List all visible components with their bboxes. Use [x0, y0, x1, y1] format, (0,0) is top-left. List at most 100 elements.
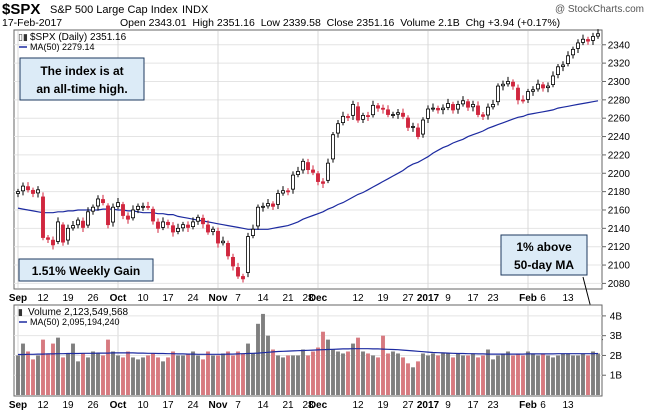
volume-bar: [41, 339, 45, 395]
price-x-label: 14: [257, 293, 269, 304]
volume-bar: [216, 355, 220, 395]
price-x-label: 6: [540, 293, 546, 304]
price-tick-label: 2300: [608, 77, 631, 88]
volume-bar: [176, 355, 180, 395]
volume-bar: [196, 355, 200, 395]
volume-bar: [166, 357, 170, 395]
candle-body: [176, 227, 180, 232]
volume-bar: [511, 355, 515, 395]
candle-body: [421, 119, 425, 135]
volume-bar: [66, 353, 70, 395]
volume-bar: [106, 339, 110, 395]
candle-body: [541, 84, 545, 89]
candle-body: [286, 190, 290, 193]
candle-body: [241, 276, 245, 280]
candle-body: [546, 85, 550, 89]
volume-bar: [396, 353, 400, 395]
volume-bar: [76, 361, 80, 395]
candle-body: [36, 189, 40, 194]
candle-body: [201, 217, 205, 225]
volume-bar: [21, 343, 25, 395]
ath-annotation-box: [19, 57, 145, 101]
volume-bar: [201, 359, 205, 395]
volume-bar: [351, 343, 355, 395]
exchange-label: INDX: [182, 4, 209, 16]
candle-body: [216, 230, 220, 244]
price-tick-label: 2240: [608, 132, 631, 143]
volume-x-label: 6: [540, 400, 546, 411]
volume-bar: [566, 353, 570, 395]
candle-body: [366, 115, 370, 117]
volume-bar: [406, 363, 410, 395]
volume-bar: [356, 337, 360, 395]
price-x-label: 19: [62, 293, 74, 304]
candle-body: [131, 209, 135, 219]
price-x-label: 10: [137, 293, 149, 304]
candle-body: [481, 114, 485, 117]
candle-body: [116, 202, 120, 207]
candle-body: [281, 190, 285, 194]
candle-body: [371, 104, 375, 116]
volume-bar: [181, 355, 185, 395]
candle-body: [316, 173, 320, 182]
volume-bar: [391, 351, 395, 395]
volume-bar: [591, 351, 595, 395]
volume-bar: [501, 353, 505, 395]
volume-bar: [451, 357, 455, 395]
volume-bar: [301, 349, 305, 395]
candle-body: [416, 127, 420, 137]
volume-bar: [446, 353, 450, 395]
candle-body: [581, 38, 585, 43]
weekly-gain-label: 1.51% Weekly Gain: [32, 264, 141, 278]
price-x-label: Nov: [209, 293, 228, 304]
candle-body: [411, 126, 415, 128]
candle-body: [551, 75, 555, 85]
candle-body: [206, 224, 210, 233]
volume-tick-label: 4B: [610, 311, 623, 322]
volume-x-label: Oct: [110, 400, 127, 411]
candle-body: [26, 186, 30, 191]
candle-body: [401, 112, 405, 117]
candle-body: [516, 87, 520, 101]
volume-bar: [411, 367, 415, 395]
price-tick-label: 2220: [608, 150, 631, 161]
volume-ma50-line: [18, 348, 599, 356]
candle-body: [341, 115, 345, 124]
candle-body: [246, 236, 250, 273]
volume-bar: [546, 355, 550, 395]
candle-body: [31, 189, 35, 194]
candle-body: [451, 104, 455, 111]
candle-body: [266, 203, 270, 207]
candle-body: [326, 162, 330, 181]
candle-body: [331, 134, 335, 160]
volume-bar: [536, 355, 540, 395]
candle-body: [386, 109, 390, 115]
volume-x-label: 17: [467, 400, 479, 411]
candle-body: [511, 81, 515, 87]
volume-bar: [261, 313, 265, 395]
candle-body: [311, 169, 315, 173]
volume-bar: [596, 353, 600, 395]
volume-bar: [46, 353, 50, 395]
price-tick-label: 2140: [608, 224, 631, 235]
volume-bar: [251, 353, 255, 395]
volume-bar: [541, 353, 545, 395]
candle-body: [76, 219, 80, 226]
candle-body: [121, 204, 125, 216]
ath-annotation-line2: an all-time high.: [36, 82, 127, 96]
candle-body: [231, 256, 235, 267]
volume-bar: [206, 351, 210, 395]
volume-bar: [91, 351, 95, 395]
candle-body: [321, 181, 325, 184]
volume-tick-label: 2B: [610, 351, 623, 362]
volume-bar: [121, 357, 125, 395]
volume-bar: [56, 337, 60, 395]
candle-body: [486, 106, 490, 116]
volume-x-label: 21: [282, 400, 294, 411]
candle-body: [346, 116, 350, 118]
candle-body: [236, 267, 240, 277]
candle-body: [96, 198, 100, 207]
candle-body: [561, 64, 565, 67]
volume-bar: [151, 353, 155, 395]
volume-bar: [466, 355, 470, 395]
